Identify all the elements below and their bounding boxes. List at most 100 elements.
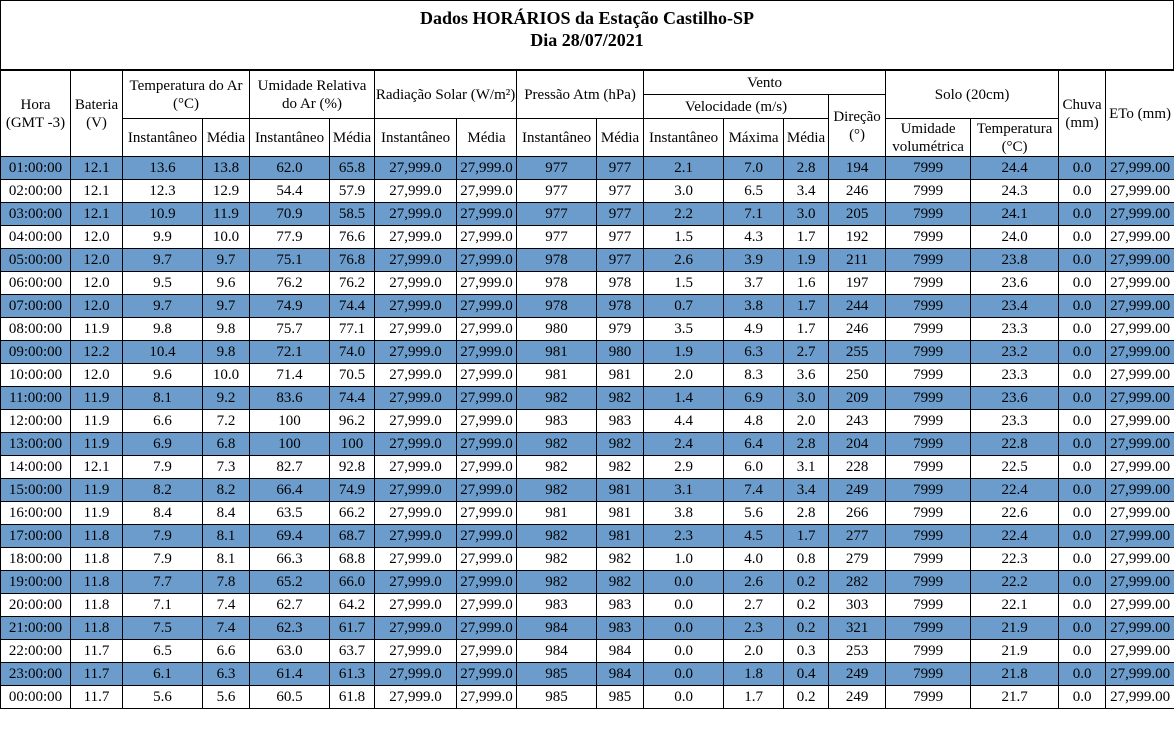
cell-vel-media: 1.6 [783, 271, 830, 295]
cell-press-media: 977 [596, 156, 645, 180]
cell-vel-instantaneo: 2.1 [643, 156, 725, 180]
cell-rad-instantaneo: 27,999.0 [374, 455, 458, 479]
cell-eto: 27,999.00 [1105, 524, 1174, 548]
cell-solo-temperatura: 21.9 [970, 639, 1060, 663]
cell-hora: 01:00:00 [0, 156, 71, 180]
cell-direcao: 192 [828, 225, 887, 249]
cell-vel-media: 0.8 [783, 547, 830, 571]
cell-umid-media: 76.8 [329, 248, 376, 272]
cell-rad-media: 27,999.0 [456, 271, 518, 295]
cell-umid-instantaneo: 82.7 [249, 455, 331, 479]
cell-rad-instantaneo: 27,999.0 [374, 202, 458, 226]
cell-vel-media: 0.2 [783, 570, 830, 594]
cell-bateria: 12.0 [70, 248, 123, 272]
cell-umid-instantaneo: 69.4 [249, 524, 331, 548]
cell-solo-umidade: 7999 [885, 639, 972, 663]
cell-chuva: 0.0 [1058, 202, 1107, 226]
cell-rad-media: 27,999.0 [456, 501, 518, 525]
cell-vel-media: 0.4 [783, 662, 830, 686]
cell-umid-media: 74.4 [329, 294, 376, 318]
table-row: 10:00:00 12.0 9.6 10.0 71.4 70.5 27,999.0 27,99… [0, 363, 1174, 387]
cell-umid-media: 68.7 [329, 524, 376, 548]
cell-press-instantaneo: 982 [516, 455, 598, 479]
cell-bateria: 11.9 [70, 501, 123, 525]
cell-press-media: 981 [596, 363, 645, 387]
cell-bateria: 11.8 [70, 616, 123, 640]
cell-rad-instantaneo: 27,999.0 [374, 662, 458, 686]
cell-solo-temperatura: 23.3 [970, 363, 1060, 387]
cell-solo-temperatura: 23.6 [970, 386, 1060, 410]
cell-rad-instantaneo: 27,999.0 [374, 593, 458, 617]
cell-press-media: 977 [596, 225, 645, 249]
cell-rad-media: 27,999.0 [456, 317, 518, 341]
cell-press-media: 977 [596, 248, 645, 272]
cell-direcao: 246 [828, 179, 887, 203]
cell-rad-media: 27,999.0 [456, 616, 518, 640]
cell-umid-media: 76.6 [329, 225, 376, 249]
cell-temp-instantaneo: 13.6 [122, 156, 203, 180]
cell-rad-instantaneo: 27,999.0 [374, 294, 458, 318]
cell-solo-temperatura: 24.0 [970, 225, 1060, 249]
cell-eto: 27,999.00 [1105, 409, 1174, 433]
table-row: 08:00:00 11.9 9.8 9.8 75.7 77.1 27,999.0 27,999… [0, 317, 1174, 341]
cell-bateria: 12.0 [70, 294, 123, 318]
cell-direcao: 197 [828, 271, 887, 295]
cell-rad-media: 27,999.0 [456, 685, 518, 709]
cell-hora: 23:00:00 [0, 662, 71, 686]
cell-hora: 18:00:00 [0, 547, 71, 571]
header-radiacao: Radiação Solar (W/m²) [374, 70, 518, 119]
cell-solo-umidade: 7999 [885, 501, 972, 525]
cell-press-media: 981 [596, 524, 645, 548]
cell-rad-media: 27,999.0 [456, 662, 518, 686]
cell-press-instantaneo: 977 [516, 202, 598, 226]
cell-rad-instantaneo: 27,999.0 [374, 271, 458, 295]
cell-rad-media: 27,999.0 [456, 386, 518, 410]
cell-vel-instantaneo: 2.9 [643, 455, 725, 479]
cell-vel-maxima: 1.8 [723, 662, 785, 686]
cell-vel-maxima: 3.7 [723, 271, 785, 295]
header-umid-media: Média [329, 118, 376, 157]
cell-solo-umidade: 7999 [885, 248, 972, 272]
cell-solo-umidade: 7999 [885, 202, 972, 226]
cell-temp-instantaneo: 9.7 [122, 248, 203, 272]
cell-press-media: 983 [596, 616, 645, 640]
cell-vel-media: 3.4 [783, 179, 830, 203]
cell-umid-media: 61.7 [329, 616, 376, 640]
cell-solo-temperatura: 24.1 [970, 202, 1060, 226]
cell-vel-instantaneo: 1.9 [643, 340, 725, 364]
cell-vel-media: 1.7 [783, 317, 830, 341]
cell-solo-umidade: 7999 [885, 547, 972, 571]
cell-press-instantaneo: 981 [516, 363, 598, 387]
cell-bateria: 11.8 [70, 570, 123, 594]
cell-vel-maxima: 6.9 [723, 386, 785, 410]
cell-rad-instantaneo: 27,999.0 [374, 409, 458, 433]
cell-chuva: 0.0 [1058, 570, 1107, 594]
cell-solo-umidade: 7999 [885, 271, 972, 295]
cell-eto: 27,999.00 [1105, 179, 1174, 203]
cell-press-instantaneo: 982 [516, 386, 598, 410]
table-header: Hora (GMT -3) Bateria (V) Temperatura do… [0, 70, 1174, 157]
cell-press-media: 982 [596, 570, 645, 594]
cell-press-media: 982 [596, 547, 645, 571]
cell-direcao: 228 [828, 455, 887, 479]
cell-vel-maxima: 4.0 [723, 547, 785, 571]
cell-solo-umidade: 7999 [885, 455, 972, 479]
cell-eto: 27,999.00 [1105, 616, 1174, 640]
cell-direcao: 249 [828, 662, 887, 686]
cell-umid-instantaneo: 72.1 [249, 340, 331, 364]
cell-bateria: 11.7 [70, 662, 123, 686]
cell-solo-umidade: 7999 [885, 409, 972, 433]
cell-temp-instantaneo: 8.1 [122, 386, 203, 410]
cell-vel-maxima: 5.6 [723, 501, 785, 525]
cell-umid-media: 65.8 [329, 156, 376, 180]
cell-rad-instantaneo: 27,999.0 [374, 685, 458, 709]
table-body: 01:00:00 12.1 13.6 13.8 62.0 65.8 27,999.0 27,9… [0, 156, 1174, 709]
cell-umid-instantaneo: 75.7 [249, 317, 331, 341]
cell-temp-instantaneo: 10.4 [122, 340, 203, 364]
cell-chuva: 0.0 [1058, 271, 1107, 295]
cell-press-media: 982 [596, 455, 645, 479]
cell-vel-maxima: 6.5 [723, 179, 785, 203]
cell-eto: 27,999.00 [1105, 363, 1174, 387]
cell-hora: 12:00:00 [0, 409, 71, 433]
cell-rad-media: 27,999.0 [456, 570, 518, 594]
